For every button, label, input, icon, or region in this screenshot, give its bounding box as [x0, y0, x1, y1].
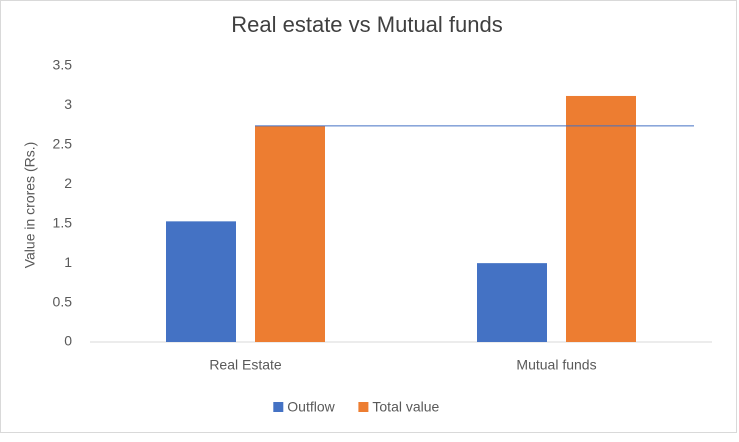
- y-tick-label: 0: [64, 333, 72, 349]
- chart-title: Real estate vs Mutual funds: [231, 12, 502, 37]
- bar: [255, 125, 325, 342]
- y-tick-label: 1: [64, 254, 72, 270]
- legend-label: Outflow: [287, 399, 335, 415]
- y-axis-label: Value in crores (Rs.): [22, 142, 38, 269]
- legend-swatch: [273, 402, 284, 412]
- legend-swatch: [358, 402, 369, 412]
- y-tick-label: 1.5: [53, 214, 73, 230]
- x-tick-label: Real Estate: [209, 357, 282, 373]
- bar: [477, 263, 547, 342]
- y-tick-label: 2: [64, 175, 72, 191]
- y-tick-label: 3: [64, 96, 72, 112]
- bar: [166, 221, 236, 342]
- bar: [566, 95, 636, 342]
- y-tick-label: 3.5: [53, 57, 73, 73]
- x-tick-label: Mutual funds: [516, 357, 596, 373]
- legend-label: Total value: [372, 399, 439, 415]
- y-tick-label: 2.5: [53, 136, 73, 152]
- y-tick-label: 0.5: [53, 293, 73, 309]
